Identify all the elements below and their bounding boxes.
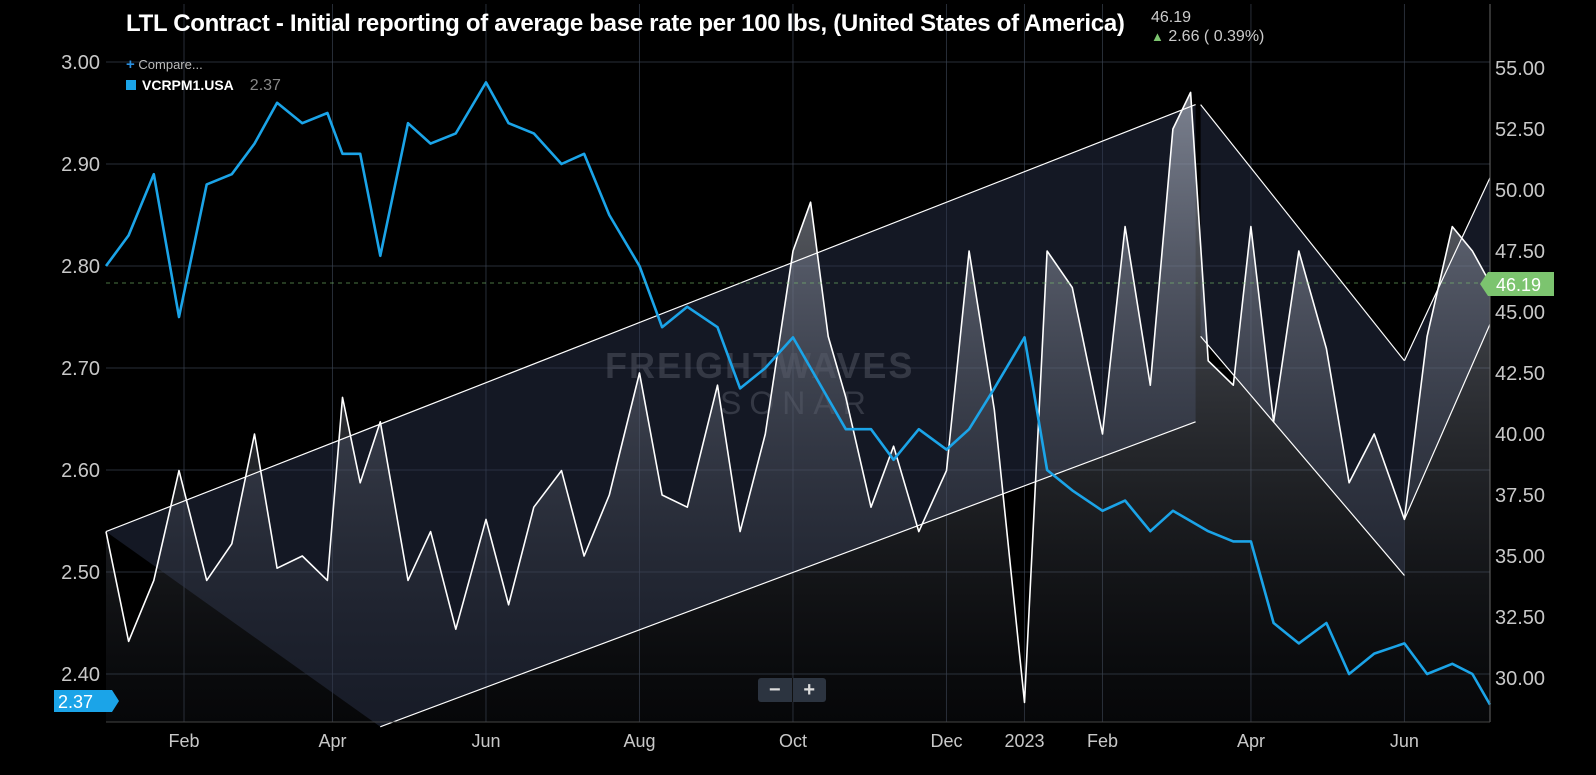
left-axis-tick-label: 2.40 <box>61 664 100 686</box>
right-value-badge-text: 46.19 <box>1496 275 1541 295</box>
series-lines <box>104 81 1492 706</box>
right-axis-tick-label: 42.50 <box>1495 363 1545 385</box>
primary-series-area <box>106 92 1490 722</box>
right-axis-tick-label: 30.00 <box>1495 668 1545 690</box>
value-badges: 46.19 2.37 <box>54 272 1554 712</box>
zoom-in-button[interactable]: + <box>803 679 816 701</box>
left-axis-tick-label: 2.80 <box>61 256 100 278</box>
left-axis-tick-label: 2.70 <box>61 358 100 380</box>
right-value-badge <box>1480 272 1554 296</box>
primary-series-line <box>105 91 1491 704</box>
chart-title: LTL Contract - Initial reporting of aver… <box>126 10 1125 37</box>
right-axis-tick-label: 50.00 <box>1495 180 1545 202</box>
left-axis-tick-label: 3.00 <box>61 52 100 74</box>
x-axis-tick-label: Jun <box>471 731 500 751</box>
trend-channels[interactable] <box>105 104 1491 728</box>
right-axis-tick-label: 45.00 <box>1495 302 1545 324</box>
legend-series-value: 2.37 <box>249 77 281 94</box>
legend-series-name: VCRPM1.USA <box>142 77 234 93</box>
right-axis-tick-label: 32.50 <box>1495 607 1545 629</box>
right-axis-tick-label: 40.00 <box>1495 424 1545 446</box>
right-axis-tick-label: 47.50 <box>1495 241 1545 263</box>
trend-channel-lower <box>380 421 1196 728</box>
right-axis-tick-label: 52.50 <box>1495 119 1545 141</box>
axes: 2.40 2.50 2.60 2.70 2.80 2.90 3.00 30.00 32.50 35… <box>61 4 1545 751</box>
right-axis-tick-label: 35.00 <box>1495 546 1545 568</box>
right-axis-tick-label: 37.50 <box>1495 485 1545 507</box>
x-axis-tick-label: Feb <box>1087 731 1118 751</box>
x-axis-tick-label: Dec <box>930 731 962 751</box>
zoom-out-button[interactable]: − <box>768 679 781 701</box>
x-axis-tick-label: Apr <box>318 731 346 751</box>
legend-item[interactable]: VCRPM1.USA 2.37 <box>126 77 281 95</box>
left-value-badge <box>54 690 119 712</box>
watermark-line-2: SONAR <box>720 385 874 421</box>
watermark-line-1: FREIGHTWAVES <box>605 345 914 386</box>
legend-swatch <box>126 80 136 90</box>
change-indicator: ▲ 2.66 ( 0.39%) <box>1151 28 1264 46</box>
right-axis-tick-label: 55.00 <box>1495 58 1545 80</box>
left-value-badge-text: 2.37 <box>58 692 93 712</box>
watermark: FREIGHTWAVES SONAR <box>605 345 914 421</box>
change-value: 2.66 ( 0.39%) <box>1168 28 1265 45</box>
arrow-up-icon: ▲ <box>1151 29 1164 44</box>
left-axis-tick-label: 2.90 <box>61 154 100 176</box>
zoom-controls: − + <box>758 678 826 702</box>
zoom-divider <box>791 678 793 702</box>
x-axis-tick-label: Aug <box>623 731 655 751</box>
trend-channel-upper <box>1403 177 1491 362</box>
compare-label: Compare... <box>138 57 203 72</box>
primary-area <box>106 92 1490 722</box>
plus-icon: + <box>126 56 135 73</box>
x-axis-tick-label: Oct <box>779 731 807 751</box>
x-axis-tick-label: 2023 <box>1004 731 1044 751</box>
x-axis-tick-label: Jun <box>1390 731 1419 751</box>
trend-channel-upper <box>1200 104 1405 362</box>
secondary-series-line <box>104 81 1492 706</box>
left-axis-tick-label: 2.50 <box>61 562 100 584</box>
x-axis-tick-label: Feb <box>168 731 199 751</box>
x-axis-tick-label: Apr <box>1237 731 1265 751</box>
left-axis-tick-label: 2.60 <box>61 460 100 482</box>
last-value: 46.19 <box>1151 9 1192 26</box>
trend-channel-upper <box>105 104 1196 533</box>
compare-button[interactable]: + Compare... <box>126 56 203 73</box>
trend-channel-lower <box>1403 323 1491 520</box>
